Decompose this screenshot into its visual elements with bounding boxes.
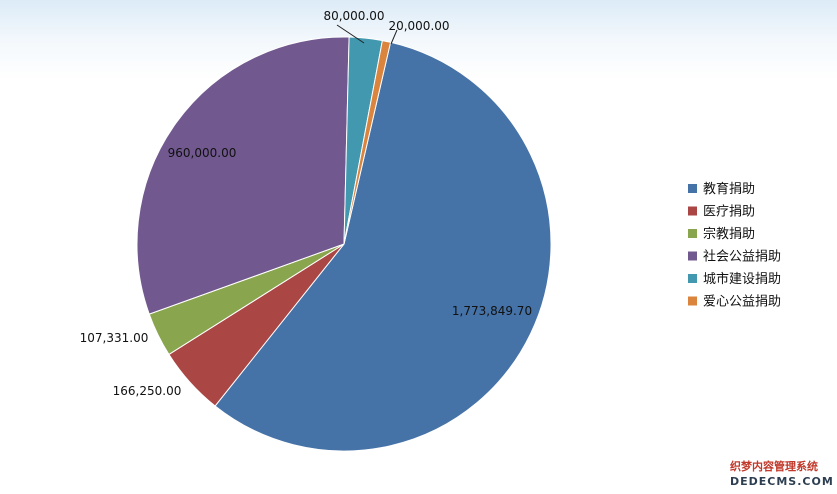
legend-swatch-2 [688,206,697,216]
data-label-5: 80,000.00 [323,9,384,23]
legend-swatch-4 [688,251,697,261]
watermark-line1: 织梦内容管理系统 [730,459,818,473]
legend-label-4: 社会公益捐助 [703,249,781,265]
legend-label-5: 城市建设捐助 [703,271,781,287]
data-labels: 1,773,849.70 166,250.00 107,331.00 960,000.… [80,9,532,398]
watermark: 织梦内容管理系统 DEDECMS.COM [730,459,834,488]
legend-swatch-6 [688,296,697,306]
legend-swatch-1 [688,184,697,193]
pie-slice-4 [136,36,350,315]
watermark-line2: DEDECMS.COM [730,475,834,488]
legend-label-6: 爱心公益捐助 [703,295,781,310]
leader-line-5 [336,24,365,44]
legend-swatch-3 [688,229,697,238]
data-label-4: 960,000.00 [168,146,237,160]
pie-slices [136,36,552,452]
legend-swatch-5 [688,274,697,283]
legend-label-1: 教育捐助 [703,181,755,197]
legend-label-2: 医疗捐助 [703,205,755,220]
leader-line-6 [390,29,398,45]
legend-label-3: 宗教捐助 [703,226,755,242]
data-label-3: 107,331.00 [80,331,149,345]
data-label-1: 1,773,849.70 [452,304,532,318]
pie-slice-1 [214,41,552,452]
label-leader-lines [336,24,398,45]
pie-slice-6 [343,40,392,245]
data-label-2: 166,250.00 [113,384,182,398]
data-label-6: 20,000.00 [388,19,449,33]
